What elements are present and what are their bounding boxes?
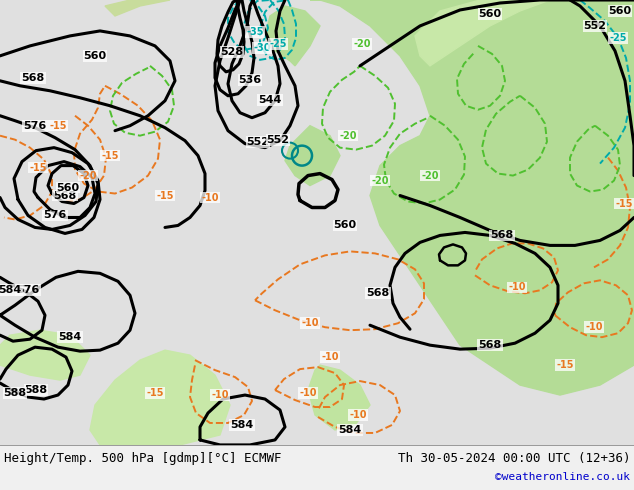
Polygon shape [415,0,550,66]
Text: -15: -15 [156,191,174,200]
Text: 544: 544 [258,95,281,105]
Text: -10: -10 [321,352,339,362]
Text: -15: -15 [556,360,574,370]
Text: 560: 560 [609,6,631,16]
Polygon shape [308,365,370,430]
Text: 560: 560 [84,51,107,61]
Text: -25: -25 [609,33,627,43]
Text: 552: 552 [266,135,290,145]
Text: -15: -15 [29,163,47,172]
Text: 568: 568 [22,73,44,83]
Text: 584: 584 [339,425,361,435]
Text: 576: 576 [43,211,67,220]
Text: 552: 552 [583,21,607,31]
Text: -10: -10 [299,388,317,398]
Text: -20: -20 [79,171,97,181]
Text: Th 30-05-2024 00:00 UTC (12+36): Th 30-05-2024 00:00 UTC (12+36) [398,452,630,465]
Text: 588: 588 [25,385,48,395]
Text: -35: -35 [246,27,264,37]
Text: -10: -10 [508,282,526,293]
Text: 568: 568 [479,340,501,350]
Text: -15: -15 [101,150,119,161]
Text: -20: -20 [421,171,439,181]
Text: -10: -10 [349,410,366,420]
Text: 576: 576 [23,121,47,131]
Text: 584: 584 [58,332,82,342]
Text: 560: 560 [333,220,356,230]
Text: 552: 552 [247,137,269,147]
Text: 584: 584 [230,420,254,430]
Text: 584: 584 [0,285,22,295]
Text: -20: -20 [339,131,357,141]
Text: 528: 528 [221,47,243,57]
Polygon shape [310,0,634,395]
Text: -15: -15 [49,121,67,131]
Text: -10: -10 [585,322,603,332]
Polygon shape [285,126,340,186]
Text: -10: -10 [211,390,229,400]
Text: 576: 576 [16,285,39,295]
Text: 560: 560 [479,9,501,19]
Text: 568: 568 [490,230,514,241]
Text: -10: -10 [201,193,219,202]
Polygon shape [105,0,170,16]
Text: 568: 568 [366,288,390,298]
Polygon shape [0,330,90,380]
Text: -25: -25 [269,39,287,49]
Text: 588: 588 [3,388,27,398]
Text: -15: -15 [146,388,164,398]
Text: -20: -20 [372,175,389,186]
Text: -15: -15 [615,198,633,209]
Text: Height/Temp. 500 hPa [gdmp][°C] ECMWF: Height/Temp. 500 hPa [gdmp][°C] ECMWF [4,452,281,465]
Text: ©weatheronline.co.uk: ©weatheronline.co.uk [495,472,630,482]
Text: 536: 536 [238,75,262,85]
Text: -30: -30 [253,43,271,53]
Text: 560: 560 [56,183,79,193]
Polygon shape [90,350,230,445]
Text: -10: -10 [301,318,319,328]
Text: 568: 568 [53,191,77,200]
Polygon shape [265,6,320,66]
Text: -20: -20 [353,39,371,49]
